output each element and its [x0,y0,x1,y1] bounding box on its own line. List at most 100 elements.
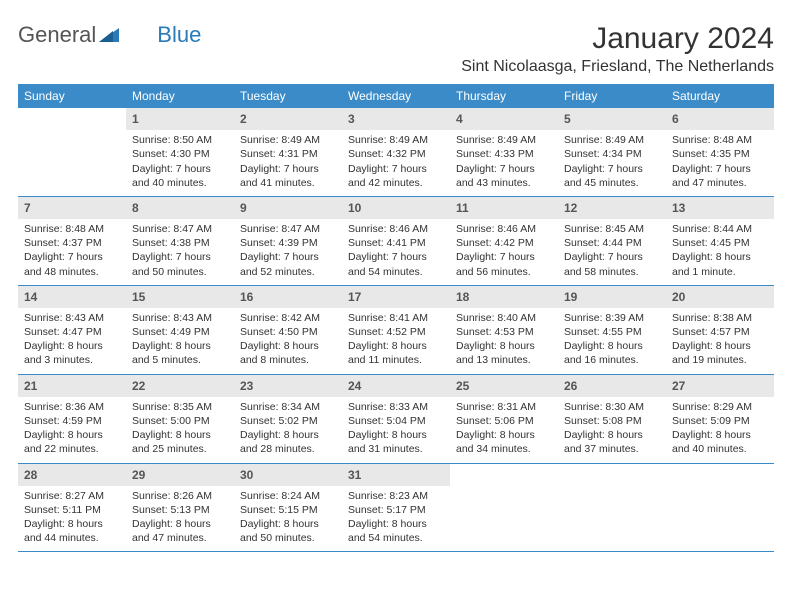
daylight-text-1: Daylight: 8 hours [240,428,336,442]
day-cell: 13Sunrise: 8:44 AMSunset: 4:45 PMDayligh… [666,197,774,285]
day-cell: 6Sunrise: 8:48 AMSunset: 4:35 PMDaylight… [666,108,774,196]
daylight-text-1: Daylight: 8 hours [456,339,552,353]
weekday-header: Thursday [450,84,558,108]
sunrise-text: Sunrise: 8:29 AM [672,400,768,414]
logo: General Blue [18,22,201,48]
weekday-header: Tuesday [234,84,342,108]
weekday-header: Sunday [18,84,126,108]
sunrise-text: Sunrise: 8:44 AM [672,222,768,236]
sunrise-text: Sunrise: 8:27 AM [24,489,120,503]
location: Sint Nicolaasga, Friesland, The Netherla… [461,58,774,76]
sunrise-text: Sunrise: 8:23 AM [348,489,444,503]
daylight-text-2: and 37 minutes. [564,442,660,456]
day-number: 20 [666,286,774,308]
day-cell: 11Sunrise: 8:46 AMSunset: 4:42 PMDayligh… [450,197,558,285]
logo-text-1: General [18,22,96,48]
day-number: 27 [666,375,774,397]
day-number: 21 [18,375,126,397]
sunrise-text: Sunrise: 8:39 AM [564,311,660,325]
week-row: 1Sunrise: 8:50 AMSunset: 4:30 PMDaylight… [18,108,774,197]
daylight-text-2: and 41 minutes. [240,176,336,190]
daylight-text-1: Daylight: 8 hours [564,339,660,353]
daylight-text-1: Daylight: 7 hours [348,162,444,176]
day-cell [666,464,774,552]
sunrise-text: Sunrise: 8:48 AM [672,133,768,147]
day-cell: 5Sunrise: 8:49 AMSunset: 4:34 PMDaylight… [558,108,666,196]
daylight-text-2: and 3 minutes. [24,353,120,367]
day-body: Sunrise: 8:49 AMSunset: 4:32 PMDaylight:… [342,130,450,196]
sunset-text: Sunset: 4:45 PM [672,236,768,250]
day-number: 25 [450,375,558,397]
calendar-page: General Blue January 2024 Sint Nicolaasg… [0,0,792,562]
daylight-text-1: Daylight: 8 hours [456,428,552,442]
weeks-container: 1Sunrise: 8:50 AMSunset: 4:30 PMDaylight… [18,108,774,552]
week-row: 7Sunrise: 8:48 AMSunset: 4:37 PMDaylight… [18,197,774,286]
daylight-text-1: Daylight: 8 hours [240,517,336,531]
daylight-text-2: and 34 minutes. [456,442,552,456]
sunset-text: Sunset: 5:04 PM [348,414,444,428]
weekday-header-row: Sunday Monday Tuesday Wednesday Thursday… [18,84,774,108]
daylight-text-1: Daylight: 8 hours [348,517,444,531]
daylight-text-1: Daylight: 8 hours [672,339,768,353]
day-number: 19 [558,286,666,308]
sunrise-text: Sunrise: 8:47 AM [132,222,228,236]
day-body: Sunrise: 8:43 AMSunset: 4:49 PMDaylight:… [126,308,234,374]
sunrise-text: Sunrise: 8:49 AM [348,133,444,147]
daylight-text-1: Daylight: 7 hours [564,250,660,264]
sunrise-text: Sunrise: 8:43 AM [24,311,120,325]
day-number: 13 [666,197,774,219]
daylight-text-2: and 5 minutes. [132,353,228,367]
sunset-text: Sunset: 4:37 PM [24,236,120,250]
day-body [450,486,558,495]
daylight-text-1: Daylight: 8 hours [348,428,444,442]
day-cell: 30Sunrise: 8:24 AMSunset: 5:15 PMDayligh… [234,464,342,552]
day-body: Sunrise: 8:47 AMSunset: 4:39 PMDaylight:… [234,219,342,285]
day-number: 3 [342,108,450,130]
sunrise-text: Sunrise: 8:49 AM [456,133,552,147]
day-cell: 12Sunrise: 8:45 AMSunset: 4:44 PMDayligh… [558,197,666,285]
sunrise-text: Sunrise: 8:49 AM [564,133,660,147]
day-body: Sunrise: 8:46 AMSunset: 4:41 PMDaylight:… [342,219,450,285]
sunrise-text: Sunrise: 8:31 AM [456,400,552,414]
sunrise-text: Sunrise: 8:38 AM [672,311,768,325]
sunset-text: Sunset: 4:52 PM [348,325,444,339]
day-body: Sunrise: 8:40 AMSunset: 4:53 PMDaylight:… [450,308,558,374]
day-body: Sunrise: 8:49 AMSunset: 4:31 PMDaylight:… [234,130,342,196]
sunrise-text: Sunrise: 8:40 AM [456,311,552,325]
day-number: 9 [234,197,342,219]
sunrise-text: Sunrise: 8:36 AM [24,400,120,414]
daylight-text-2: and 54 minutes. [348,265,444,279]
logo-text-2: Blue [157,22,201,48]
day-body: Sunrise: 8:48 AMSunset: 4:35 PMDaylight:… [666,130,774,196]
title-block: January 2024 Sint Nicolaasga, Friesland,… [461,22,774,76]
day-cell: 16Sunrise: 8:42 AMSunset: 4:50 PMDayligh… [234,286,342,374]
day-body: Sunrise: 8:31 AMSunset: 5:06 PMDaylight:… [450,397,558,463]
daylight-text-1: Daylight: 7 hours [240,250,336,264]
day-cell: 8Sunrise: 8:47 AMSunset: 4:38 PMDaylight… [126,197,234,285]
day-number: 15 [126,286,234,308]
daylight-text-2: and 25 minutes. [132,442,228,456]
sunset-text: Sunset: 5:00 PM [132,414,228,428]
day-cell: 19Sunrise: 8:39 AMSunset: 4:55 PMDayligh… [558,286,666,374]
day-body: Sunrise: 8:26 AMSunset: 5:13 PMDaylight:… [126,486,234,552]
daylight-text-2: and 40 minutes. [672,442,768,456]
logo-triangle-icon [99,26,119,42]
day-cell: 27Sunrise: 8:29 AMSunset: 5:09 PMDayligh… [666,375,774,463]
daylight-text-1: Daylight: 8 hours [348,339,444,353]
calendar-grid: Sunday Monday Tuesday Wednesday Thursday… [18,84,774,552]
sunset-text: Sunset: 4:42 PM [456,236,552,250]
day-number: 18 [450,286,558,308]
day-body: Sunrise: 8:49 AMSunset: 4:34 PMDaylight:… [558,130,666,196]
daylight-text-1: Daylight: 7 hours [456,250,552,264]
day-body: Sunrise: 8:27 AMSunset: 5:11 PMDaylight:… [18,486,126,552]
day-cell [450,464,558,552]
header: General Blue January 2024 Sint Nicolaasg… [18,22,774,76]
day-number: 23 [234,375,342,397]
sunrise-text: Sunrise: 8:46 AM [456,222,552,236]
day-cell: 20Sunrise: 8:38 AMSunset: 4:57 PMDayligh… [666,286,774,374]
daylight-text-2: and 8 minutes. [240,353,336,367]
sunset-text: Sunset: 5:09 PM [672,414,768,428]
day-body: Sunrise: 8:50 AMSunset: 4:30 PMDaylight:… [126,130,234,196]
day-body: Sunrise: 8:34 AMSunset: 5:02 PMDaylight:… [234,397,342,463]
day-number: 4 [450,108,558,130]
